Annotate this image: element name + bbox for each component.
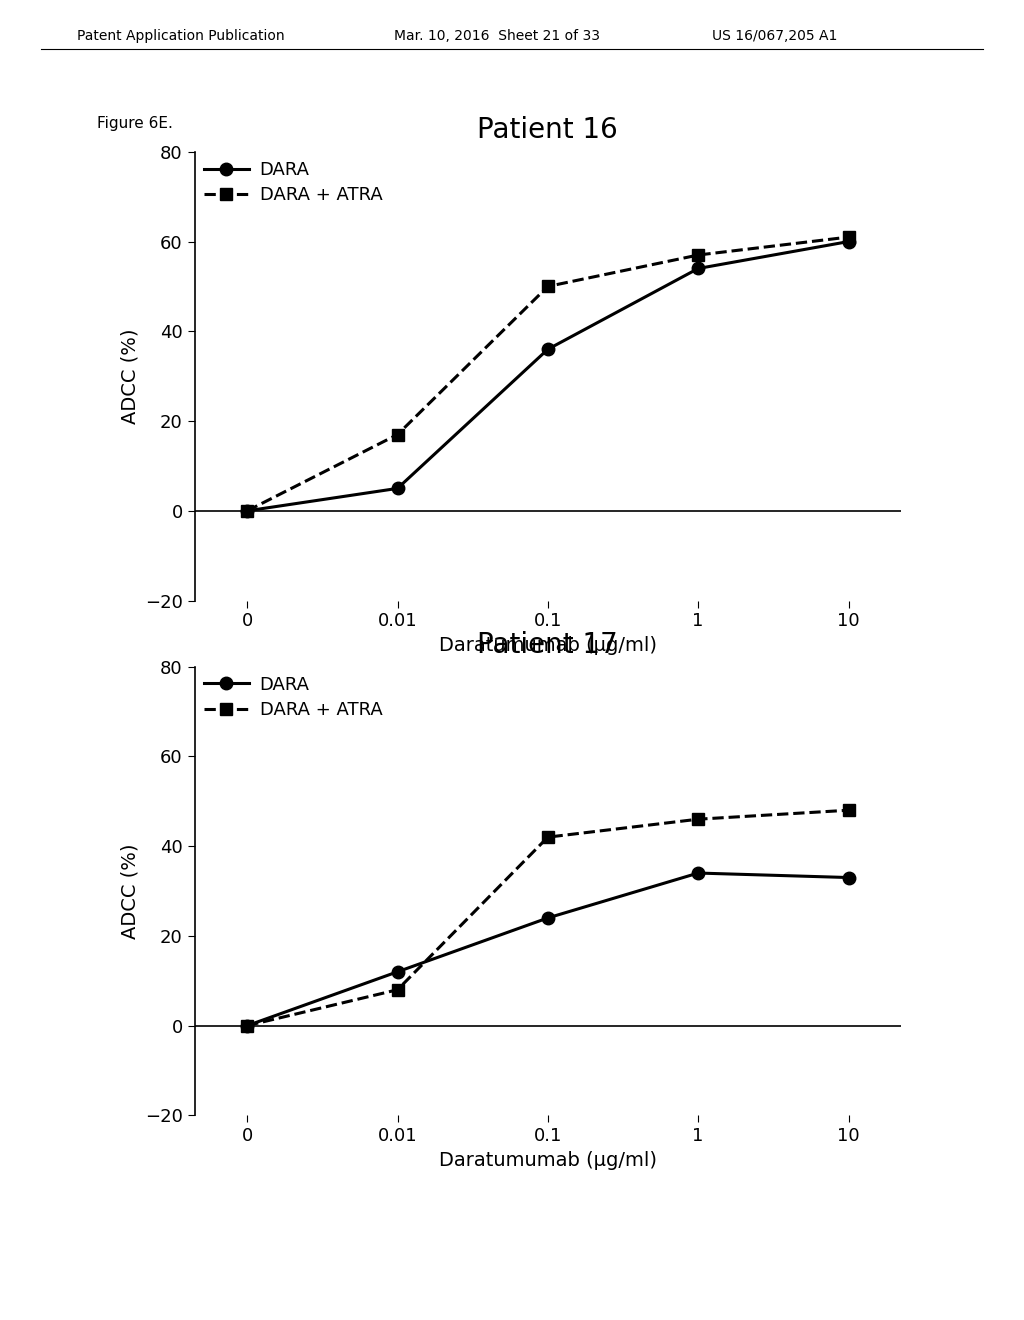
Text: Mar. 10, 2016  Sheet 21 of 33: Mar. 10, 2016 Sheet 21 of 33 [394, 29, 600, 44]
DARA [542, 909, 554, 925]
DARA [241, 503, 253, 519]
DARA + ATRA [391, 426, 403, 442]
DARA + ATRA [692, 812, 705, 828]
Line: DARA: DARA [241, 867, 855, 1032]
X-axis label: Daratumumab (μg/ml): Daratumumab (μg/ml) [439, 1151, 656, 1170]
Text: Figure 6E.: Figure 6E. [97, 116, 173, 131]
Y-axis label: ADCC (%): ADCC (%) [121, 843, 139, 939]
Line: DARA + ATRA: DARA + ATRA [241, 231, 855, 517]
DARA + ATRA [391, 982, 403, 998]
DARA [391, 480, 403, 496]
DARA [391, 964, 403, 979]
DARA [692, 865, 705, 880]
X-axis label: Daratumumab (μg/ml): Daratumumab (μg/ml) [439, 636, 656, 655]
Line: DARA + ATRA: DARA + ATRA [241, 804, 855, 1032]
DARA [843, 870, 855, 886]
DARA + ATRA [241, 1018, 253, 1034]
DARA + ATRA [241, 503, 253, 519]
DARA [843, 234, 855, 249]
Line: DARA: DARA [241, 235, 855, 517]
DARA + ATRA [692, 247, 705, 263]
Title: Patient 17: Patient 17 [477, 631, 618, 659]
Text: US 16/067,205 A1: US 16/067,205 A1 [712, 29, 837, 44]
Text: Patent Application Publication: Patent Application Publication [77, 29, 285, 44]
Title: Patient 16: Patient 16 [477, 116, 618, 144]
DARA + ATRA [843, 230, 855, 246]
DARA [692, 260, 705, 276]
DARA + ATRA [843, 803, 855, 818]
Y-axis label: ADCC (%): ADCC (%) [121, 329, 139, 424]
Legend: DARA, DARA + ATRA: DARA, DARA + ATRA [204, 161, 382, 205]
DARA [241, 1018, 253, 1034]
DARA + ATRA [542, 279, 554, 294]
DARA [542, 342, 554, 358]
DARA + ATRA [542, 829, 554, 845]
Legend: DARA, DARA + ATRA: DARA, DARA + ATRA [204, 676, 382, 719]
